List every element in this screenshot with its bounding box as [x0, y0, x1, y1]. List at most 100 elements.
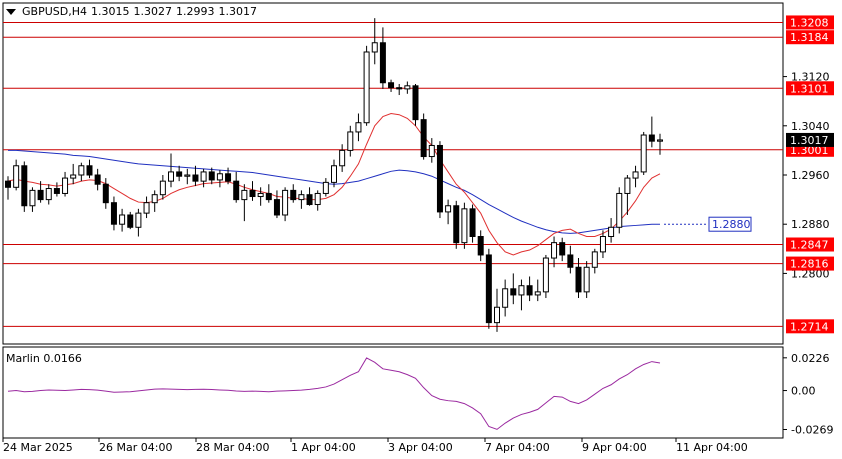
- candle: [13, 159, 20, 191]
- candle: [461, 202, 468, 249]
- candle-body: [70, 174, 77, 179]
- candle-body: [624, 177, 631, 194]
- candle: [45, 184, 52, 205]
- x-tick-label: 3 Apr 04:00: [388, 441, 453, 454]
- candle-body: [168, 171, 174, 182]
- level-label: 1.2847: [790, 239, 829, 252]
- candle-body: [5, 180, 11, 188]
- high-value: 1.3027: [133, 5, 172, 18]
- candle: [567, 245, 574, 274]
- candle: [159, 175, 166, 200]
- candle-body: [322, 181, 329, 194]
- symbol-name: GBPUSD,H4: [22, 5, 87, 18]
- candle-body: [314, 192, 321, 206]
- candle-body: [461, 208, 468, 244]
- candle-body: [208, 171, 215, 181]
- candle: [339, 144, 346, 172]
- candle: [249, 181, 256, 201]
- candle-body: [567, 254, 574, 268]
- close-value: 1.3017: [218, 5, 257, 18]
- candle: [184, 168, 191, 185]
- dropdown-triangle-icon[interactable]: [6, 8, 16, 15]
- candle: [225, 167, 232, 185]
- candle-body: [21, 165, 28, 207]
- candle-body: [62, 177, 69, 194]
- x-tick-label: 11 Apr 04:00: [676, 441, 748, 454]
- candle-body: [13, 165, 20, 188]
- candle-body: [249, 189, 256, 198]
- candle: [485, 248, 492, 329]
- candle-body: [559, 242, 566, 256]
- candle: [396, 83, 403, 96]
- candle-body: [445, 205, 452, 213]
- level-label-bg: [786, 15, 834, 30]
- candle: [648, 116, 655, 148]
- price-pane-frame: [2, 2, 784, 345]
- candle: [151, 190, 158, 212]
- candle-body: [363, 51, 370, 124]
- candle-body: [119, 214, 126, 225]
- candle: [632, 165, 639, 188]
- candle: [5, 176, 11, 200]
- candle: [282, 187, 289, 222]
- x-tick-label: 26 Mar 04:00: [99, 441, 172, 454]
- candle-body: [184, 174, 191, 177]
- candle: [298, 190, 305, 209]
- candle: [102, 178, 109, 209]
- candle: [494, 288, 500, 332]
- candle: [477, 230, 484, 262]
- candle-body: [135, 212, 142, 228]
- candle: [306, 187, 313, 206]
- candle-body: [347, 131, 354, 151]
- candle: [347, 125, 354, 157]
- candle-body: [534, 291, 541, 296]
- candle-body: [371, 42, 378, 53]
- candle-body: [233, 180, 240, 201]
- candle-body: [282, 189, 289, 216]
- candle: [469, 204, 476, 243]
- oscillator-pane-frame: [2, 346, 784, 439]
- y-tick-label: 1.3120: [791, 71, 830, 84]
- candle-body: [127, 214, 134, 228]
- candle: [233, 171, 240, 203]
- candle: [591, 248, 598, 274]
- candle: [29, 187, 36, 212]
- candle: [551, 236, 558, 268]
- candle-body: [176, 171, 183, 177]
- candle: [599, 230, 606, 259]
- y-tick-label: 1.2880: [791, 218, 830, 231]
- candle-body: [599, 236, 606, 253]
- candle: [322, 178, 329, 197]
- candle-body: [575, 266, 582, 293]
- candle-body: [200, 171, 207, 182]
- candle-body: [648, 134, 655, 142]
- candle: [526, 276, 533, 302]
- candle: [94, 168, 101, 191]
- candle: [168, 153, 174, 188]
- candle-body: [37, 189, 44, 201]
- level-label: 1.3001: [790, 144, 829, 157]
- candle: [200, 168, 207, 188]
- candle-body: [657, 139, 663, 142]
- candle-body: [273, 199, 280, 216]
- candle: [575, 258, 582, 299]
- osc-tick-label: -0.0269: [791, 424, 833, 437]
- candle: [436, 141, 443, 219]
- slow-ma-label: 1.2880: [712, 218, 751, 231]
- low-value: 1.2993: [175, 5, 215, 18]
- candle: [216, 170, 223, 188]
- candle-body: [159, 180, 166, 196]
- level-label: 1.2714: [790, 320, 829, 333]
- osc-tick-label: 0.0226: [791, 352, 830, 365]
- candle-body: [640, 134, 647, 173]
- x-tick-label: 7 Apr 04:00: [485, 441, 550, 454]
- candle-body: [379, 42, 386, 84]
- candle: [412, 83, 419, 126]
- candle: [208, 167, 215, 185]
- candle: [510, 273, 517, 305]
- x-tick-label: 28 Mar 04:00: [196, 441, 269, 454]
- candle-body: [355, 122, 362, 133]
- candle: [518, 279, 525, 311]
